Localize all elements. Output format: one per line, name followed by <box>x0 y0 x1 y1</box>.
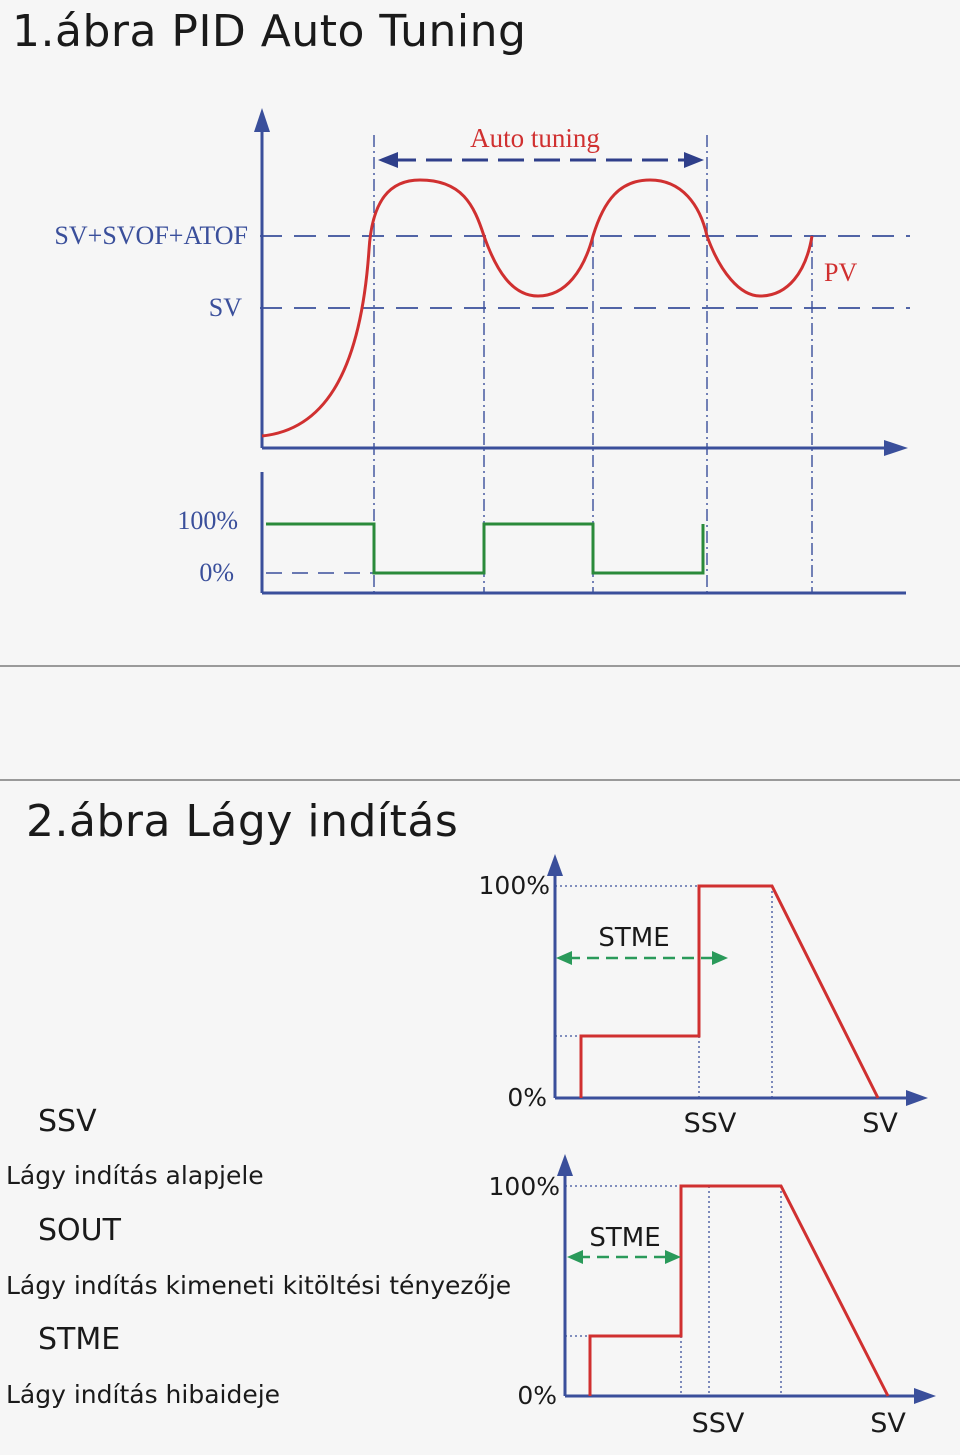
chart-a-x-arrow-icon <box>906 1090 928 1106</box>
chart-a-y-zero-label: 0% <box>507 1083 547 1112</box>
soft-start-chart-b: 100% 0% STME SSV SV <box>489 1154 936 1439</box>
pv-curve <box>261 178 814 438</box>
output-0-label: 0% <box>199 558 234 587</box>
chart-a-sv-label: SV <box>862 1108 898 1139</box>
y-label-upper: SV+SVOF+ATOF <box>54 221 248 250</box>
output-100-label: 100% <box>177 506 238 535</box>
chart-a-y-top-label: 100% <box>479 871 550 900</box>
chart-b-y-top-label: 100% <box>489 1172 560 1201</box>
chart-a-output-curve <box>579 884 880 1099</box>
chart-b-stme-right-icon <box>665 1250 681 1264</box>
chart-b-guides <box>565 1185 782 1396</box>
output-square-wave <box>266 522 705 575</box>
figure2-title: 2.ábra Lágy indítás <box>26 796 459 847</box>
legend-desc-sout: Lágy indítás kimeneti kitöltési tényezőj… <box>6 1271 512 1300</box>
auto-tuning-arrow-left-icon <box>378 152 398 168</box>
chart-b-stme-left-icon <box>567 1250 583 1264</box>
chart-b-y-zero-label: 0% <box>517 1381 557 1410</box>
legend-key-ssv: SSV <box>38 1104 97 1139</box>
chart-a-ssv-label: SSV <box>684 1108 737 1139</box>
reference-lines <box>260 235 910 309</box>
x-axis-arrow-icon <box>884 440 908 456</box>
chart-b-stme-label: STME <box>589 1223 660 1253</box>
legend-desc-ssv: Lágy indítás alapjele <box>6 1161 264 1190</box>
auto-tuning-arrow-right-icon <box>684 152 704 168</box>
chart-b-sv-label: SV <box>870 1408 906 1439</box>
soft-start-chart-a: 100% 0% STME SSV SV <box>479 854 928 1139</box>
pv-label: PV <box>824 258 857 287</box>
figure1-title: 1.ábra PID Auto Tuning <box>12 6 527 57</box>
legend-desc-stme: Lágy indítás hibaideje <box>6 1380 281 1409</box>
legend-key-stme: STME <box>38 1322 121 1357</box>
chart-b-y-arrow-icon <box>557 1154 573 1176</box>
chart-b-ssv-label: SSV <box>692 1408 745 1439</box>
chart-b-output-curve <box>588 1184 890 1397</box>
chart-a-y-arrow-icon <box>547 854 563 876</box>
chart-a-stme-left-icon <box>556 951 572 965</box>
y-axis-arrow-icon <box>254 108 270 132</box>
figure1-axes <box>260 118 892 450</box>
y-label-sv: SV <box>209 293 242 322</box>
auto-tuning-label: Auto tuning <box>470 123 600 153</box>
chart-b-x-arrow-icon <box>914 1388 936 1404</box>
chart-a-stme-label: STME <box>598 923 669 953</box>
chart-a-guides <box>555 885 773 1098</box>
chart-a-stme-right-icon <box>712 951 728 965</box>
legend-key-sout: SOUT <box>38 1213 121 1248</box>
